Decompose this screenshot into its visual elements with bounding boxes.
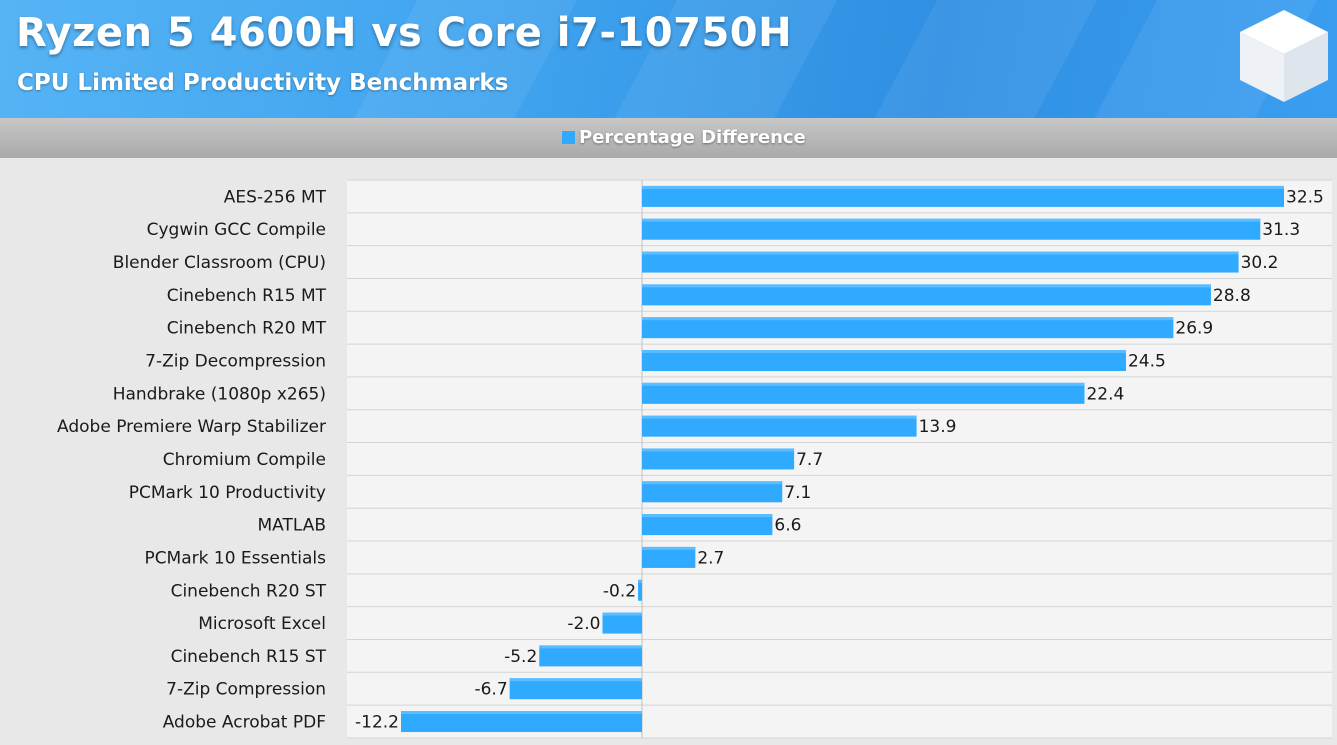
category-label: Blender Classroom (CPU) bbox=[113, 253, 326, 273]
bar bbox=[642, 382, 1085, 404]
bar-highlight bbox=[642, 415, 917, 419]
data-label: -6.7 bbox=[474, 680, 507, 700]
bar-chart: AES-256 MT 32.5 Cygwin GCC Compile 31.3 Blen… bbox=[57, 179, 1332, 739]
bar bbox=[642, 218, 1261, 240]
bar bbox=[642, 350, 1126, 372]
legend-item: Percentage Difference bbox=[562, 127, 806, 148]
plot-background bbox=[347, 180, 1332, 738]
data-label: 32.5 bbox=[1286, 187, 1324, 207]
data-label: -2.0 bbox=[567, 614, 600, 634]
bar-highlight bbox=[642, 350, 1126, 354]
bar-highlight bbox=[642, 514, 773, 518]
category-label: Cinebench R20 MT bbox=[167, 319, 327, 339]
bar bbox=[638, 579, 642, 601]
data-label: -0.2 bbox=[603, 581, 636, 601]
data-label: 30.2 bbox=[1241, 253, 1279, 273]
data-label: 28.8 bbox=[1213, 286, 1251, 306]
data-label: 13.9 bbox=[919, 417, 957, 437]
data-label: 24.5 bbox=[1128, 352, 1166, 372]
bar-highlight bbox=[642, 218, 1261, 222]
bar bbox=[642, 284, 1211, 306]
legend-bar: Percentage Difference bbox=[0, 118, 1337, 158]
chart-subtitle: CPU Limited Productivity Benchmarks bbox=[17, 70, 509, 96]
bar bbox=[642, 251, 1239, 273]
category-label: Handbrake (1080p x265) bbox=[113, 384, 326, 404]
category-label: Microsoft Excel bbox=[198, 614, 326, 634]
bar bbox=[509, 678, 642, 700]
category-label: Cinebench R15 ST bbox=[171, 647, 327, 667]
bar-highlight bbox=[642, 185, 1284, 189]
category-label: Cygwin GCC Compile bbox=[147, 220, 326, 240]
data-label: 22.4 bbox=[1086, 384, 1124, 404]
data-label: -5.2 bbox=[504, 647, 537, 667]
bar-highlight bbox=[642, 481, 783, 485]
category-label: Cinebench R20 ST bbox=[171, 581, 327, 601]
bar-highlight bbox=[642, 251, 1239, 255]
bar-highlight bbox=[642, 448, 795, 452]
bar-highlight bbox=[642, 382, 1085, 386]
bar-highlight bbox=[602, 612, 642, 616]
bar bbox=[642, 546, 696, 568]
category-label: 7-Zip Decompression bbox=[145, 352, 326, 372]
bar bbox=[602, 612, 642, 634]
category-label: Cinebench R15 MT bbox=[167, 286, 327, 306]
category-label: Chromium Compile bbox=[163, 450, 326, 470]
bar bbox=[539, 645, 642, 667]
data-label: 7.7 bbox=[796, 450, 823, 470]
bar-highlight bbox=[642, 546, 696, 550]
data-label: -12.2 bbox=[355, 713, 399, 733]
data-label: 6.6 bbox=[774, 516, 801, 536]
category-label: PCMark 10 Essentials bbox=[144, 548, 326, 568]
category-label: AES-256 MT bbox=[224, 187, 327, 207]
chart-area: AES-256 MT 32.5 Cygwin GCC Compile 31.3 Blen… bbox=[0, 158, 1337, 745]
category-label: Adobe Acrobat PDF bbox=[163, 713, 326, 733]
bar-highlight bbox=[539, 645, 642, 649]
category-label: MATLAB bbox=[257, 516, 326, 536]
chart-title: Ryzen 5 4600H vs Core i7-10750H bbox=[16, 10, 793, 56]
chart-header: Ryzen 5 4600H vs Core i7-10750H CPU Limi… bbox=[0, 0, 1337, 118]
category-label: PCMark 10 Productivity bbox=[129, 483, 326, 503]
legend-label: Percentage Difference bbox=[579, 127, 806, 148]
bar-highlight bbox=[638, 579, 642, 583]
bar-highlight bbox=[642, 284, 1211, 288]
data-label: 7.1 bbox=[784, 483, 811, 503]
bar bbox=[642, 415, 917, 437]
legend-swatch bbox=[562, 131, 575, 144]
bar-highlight bbox=[509, 678, 642, 682]
bar-highlight bbox=[642, 317, 1174, 321]
bar bbox=[401, 711, 642, 733]
category-label: Adobe Premiere Warp Stabilizer bbox=[57, 417, 326, 437]
bar-highlight bbox=[401, 711, 642, 715]
bar bbox=[642, 514, 773, 536]
category-label: 7-Zip Compression bbox=[166, 680, 326, 700]
cube-icon bbox=[1240, 10, 1328, 102]
data-label: 2.7 bbox=[697, 548, 724, 568]
bar bbox=[642, 481, 783, 503]
bar bbox=[642, 185, 1284, 207]
data-label: 26.9 bbox=[1175, 319, 1213, 339]
bar bbox=[642, 317, 1174, 339]
bar bbox=[642, 448, 795, 470]
data-label: 31.3 bbox=[1262, 220, 1300, 240]
